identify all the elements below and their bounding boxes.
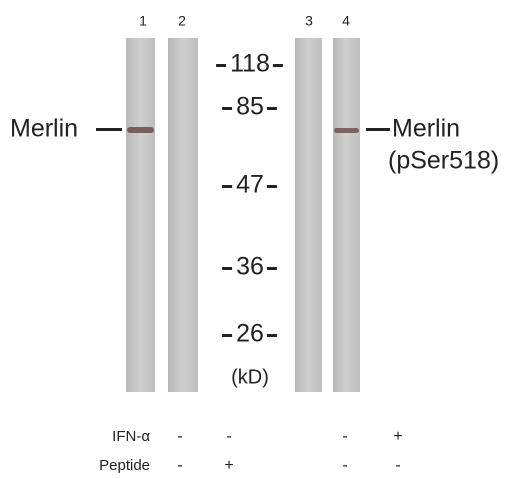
protein-modification: (pSer518) (388, 147, 499, 175)
lane (126, 38, 155, 392)
marker-dash (222, 185, 233, 188)
treatment-sign: - (395, 457, 400, 474)
marker-label: 47 (236, 171, 264, 199)
marker-ladder: 118 85 47 36 26 (216, 50, 283, 348)
treatment-sign: - (342, 428, 347, 445)
marker-dash (266, 267, 277, 270)
marker-label: 36 (236, 253, 264, 281)
lane (333, 38, 360, 392)
label-dash (96, 128, 122, 131)
band (127, 127, 154, 133)
marker-dash (222, 267, 233, 270)
protein-label: Merlin (392, 115, 460, 143)
marker-dash (272, 64, 283, 67)
lane-number: 3 (305, 13, 313, 29)
marker-label: 26 (236, 320, 264, 348)
treatment-sign: - (342, 457, 347, 474)
protein-label: Merlin (10, 115, 78, 143)
treatment-sign: + (224, 457, 233, 474)
treatment-sign: + (393, 428, 402, 445)
band (334, 128, 359, 133)
marker-dash (266, 185, 277, 188)
treatment-name: Peptide (99, 457, 150, 474)
treatment-name: IFN-α (112, 428, 150, 445)
marker-dash (216, 64, 227, 67)
marker-label: 85 (236, 93, 264, 121)
marker-unit: (kD) (231, 366, 269, 388)
lane (168, 38, 198, 392)
marker-dash (266, 334, 277, 337)
marker-dash (222, 107, 233, 110)
treatment-sign: - (177, 457, 182, 474)
lane (295, 38, 322, 392)
lane-number: 2 (178, 13, 186, 29)
treatment-sign: - (177, 428, 182, 445)
marker-dash (222, 334, 233, 337)
marker-label: 118 (230, 50, 270, 78)
marker-dash (266, 107, 277, 110)
lane-number: 1 (139, 13, 147, 29)
label-dash (366, 128, 390, 131)
treatment-table: IFN-α - - - + Peptide - + - - (99, 428, 403, 474)
treatment-sign: - (226, 428, 231, 445)
lane-number: 4 (342, 13, 350, 29)
